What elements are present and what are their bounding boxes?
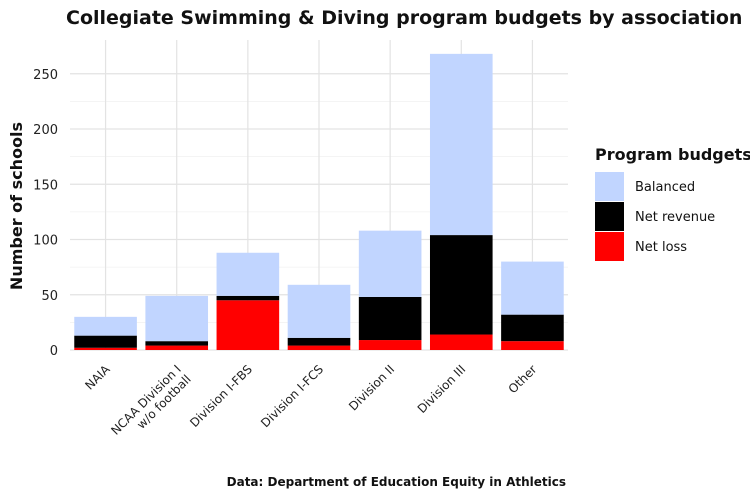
x-tick-label: NCAA Division Iw/o football <box>108 362 193 447</box>
chart-title: Collegiate Swimming & Diving program bud… <box>66 7 742 29</box>
bar-balanced-ncaa-division-i-w-o-football <box>145 295 209 342</box>
bars <box>74 53 564 350</box>
x-tick-label: Division I-FBS <box>187 362 255 430</box>
bar-balanced-division-i-fcs <box>287 284 351 338</box>
legend-label-net-revenue: Net revenue <box>635 210 715 225</box>
y-axis-ticks: 0 50 100 150 200 250 <box>33 68 58 359</box>
bar-net-loss-other <box>501 341 564 350</box>
y-tick-label: 50 <box>41 289 58 304</box>
bar-net-revenue-division-i-fbs <box>216 295 280 301</box>
bar-net-loss-ncaa-division-i-w-o-football <box>145 345 209 350</box>
x-tick-label: Division III <box>415 362 469 416</box>
x-tick-label: Other <box>506 362 540 396</box>
y-tick-label: 250 <box>33 68 58 83</box>
bar-net-revenue-division-iii <box>429 235 493 335</box>
x-tick-label: Division II <box>346 362 397 413</box>
bar-balanced-division-ii <box>358 230 422 297</box>
y-tick-label: 200 <box>33 123 58 138</box>
x-tick-label: NAIA <box>82 362 113 393</box>
legend-label-net-loss: Net loss <box>635 240 687 255</box>
legend: Program budgets Balanced Net revenue Net l… <box>595 145 750 261</box>
bar-net-loss-division-i-fbs <box>216 300 280 350</box>
x-tick-label: Division I-FCS <box>258 362 326 430</box>
bar-net-revenue-other <box>501 314 564 342</box>
bar-net-revenue-division-i-fcs <box>287 337 351 346</box>
legend-title: Program budgets <box>595 145 750 164</box>
bar-net-loss-naia <box>74 347 137 350</box>
y-axis-title: Number of schools <box>7 122 26 290</box>
bar-balanced-other <box>501 261 564 315</box>
y-tick-label: 0 <box>50 344 58 359</box>
bar-net-loss-division-iii <box>429 334 493 350</box>
legend-swatch-net-revenue <box>595 202 624 231</box>
legend-label-balanced: Balanced <box>635 180 695 195</box>
bar-net-revenue-ncaa-division-i-w-o-football <box>145 341 209 346</box>
bar-balanced-division-iii <box>429 53 493 236</box>
y-tick-label: 100 <box>33 234 58 249</box>
bar-net-revenue-naia <box>74 335 137 348</box>
legend-swatch-balanced <box>595 172 624 201</box>
chart-caption: Data: Department of Education Equity in … <box>227 475 566 489</box>
y-tick-label: 150 <box>33 178 58 193</box>
bar-net-loss-division-i-fcs <box>287 345 351 350</box>
legend-swatch-net-loss <box>595 232 624 261</box>
bar-net-revenue-division-ii <box>358 296 422 341</box>
bar-net-loss-division-ii <box>358 340 422 350</box>
bar-balanced-naia <box>74 316 137 336</box>
bar-balanced-division-i-fbs <box>216 252 280 296</box>
